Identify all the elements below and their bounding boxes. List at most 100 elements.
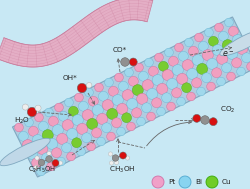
Circle shape [47, 138, 58, 149]
Circle shape [178, 51, 188, 61]
Circle shape [108, 152, 112, 156]
Circle shape [187, 68, 198, 79]
Circle shape [55, 103, 63, 112]
Text: CH$_3$OH: CH$_3$OH [109, 165, 135, 175]
Circle shape [152, 75, 163, 86]
Circle shape [126, 156, 130, 160]
Circle shape [87, 142, 95, 151]
Circle shape [87, 118, 98, 129]
Circle shape [52, 160, 59, 167]
Circle shape [192, 55, 203, 66]
Circle shape [193, 114, 201, 122]
Circle shape [147, 88, 158, 99]
Circle shape [52, 125, 63, 136]
Circle shape [110, 161, 114, 165]
Circle shape [182, 83, 192, 93]
Circle shape [247, 62, 250, 71]
Ellipse shape [220, 28, 250, 56]
Circle shape [22, 104, 28, 110]
Circle shape [62, 120, 73, 131]
Circle shape [152, 176, 164, 188]
Circle shape [15, 123, 23, 132]
Circle shape [72, 115, 83, 126]
Circle shape [167, 78, 178, 89]
Circle shape [177, 97, 185, 106]
Circle shape [85, 88, 93, 97]
Circle shape [188, 46, 198, 56]
Circle shape [179, 176, 191, 188]
Circle shape [198, 41, 208, 51]
Circle shape [88, 96, 98, 106]
Circle shape [162, 70, 173, 81]
Circle shape [45, 108, 53, 117]
Circle shape [108, 86, 118, 96]
Circle shape [227, 48, 238, 59]
Circle shape [242, 53, 250, 63]
Circle shape [197, 87, 205, 96]
Text: CO*: CO* [113, 47, 127, 53]
Circle shape [225, 18, 233, 27]
Circle shape [86, 83, 92, 88]
Circle shape [35, 105, 41, 111]
Circle shape [232, 58, 241, 68]
Circle shape [172, 88, 181, 98]
Circle shape [35, 156, 39, 160]
Circle shape [232, 35, 243, 46]
Circle shape [112, 118, 122, 128]
Circle shape [137, 93, 148, 104]
Circle shape [187, 92, 195, 101]
Circle shape [158, 61, 168, 71]
Circle shape [57, 133, 68, 144]
Circle shape [177, 73, 188, 84]
Circle shape [82, 133, 92, 143]
Circle shape [118, 81, 128, 91]
Circle shape [157, 107, 165, 116]
Circle shape [95, 83, 103, 92]
Circle shape [209, 118, 217, 126]
Circle shape [67, 152, 75, 161]
Circle shape [115, 73, 123, 82]
Circle shape [107, 108, 118, 119]
Circle shape [142, 103, 152, 113]
Polygon shape [0, 0, 153, 67]
Circle shape [207, 58, 218, 69]
Text: Cu: Cu [222, 179, 232, 185]
Circle shape [121, 58, 129, 66]
Text: $e^-$: $e^-$ [222, 49, 234, 59]
Circle shape [78, 101, 88, 111]
Circle shape [58, 161, 62, 165]
Circle shape [75, 93, 83, 102]
Circle shape [98, 91, 108, 101]
Circle shape [72, 138, 82, 148]
Circle shape [62, 143, 72, 153]
Circle shape [77, 147, 85, 156]
Circle shape [208, 36, 218, 46]
Circle shape [127, 122, 135, 131]
Ellipse shape [0, 138, 50, 166]
Circle shape [125, 68, 133, 77]
Circle shape [182, 60, 193, 71]
Circle shape [167, 102, 175, 111]
Circle shape [27, 148, 38, 159]
Circle shape [217, 77, 225, 86]
Circle shape [57, 157, 65, 166]
Circle shape [168, 56, 178, 66]
Circle shape [97, 137, 105, 146]
Circle shape [18, 131, 28, 141]
Circle shape [212, 45, 223, 56]
Circle shape [222, 40, 233, 51]
Circle shape [120, 152, 126, 159]
Circle shape [128, 76, 138, 86]
Circle shape [27, 107, 37, 117]
Circle shape [114, 160, 118, 165]
Circle shape [206, 176, 218, 188]
Circle shape [205, 28, 213, 37]
Circle shape [77, 83, 87, 93]
Circle shape [137, 117, 145, 126]
Circle shape [105, 78, 113, 87]
Circle shape [67, 128, 78, 139]
Circle shape [46, 156, 52, 162]
Text: H$_2$O: H$_2$O [14, 116, 30, 126]
Circle shape [82, 110, 93, 121]
Circle shape [147, 112, 155, 121]
